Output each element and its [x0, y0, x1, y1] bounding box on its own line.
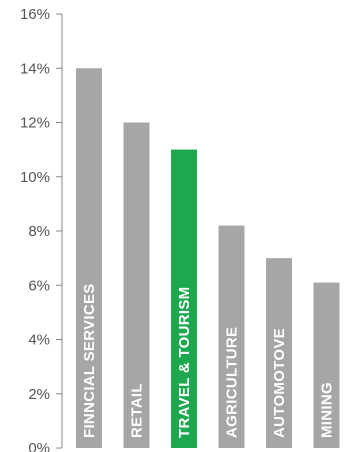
y-tick-label: 4%	[28, 332, 50, 349]
bar-labels-group: FINNCIAL SERVICES RETAIL TRAVEL & TOURISM A…	[81, 283, 336, 438]
y-tick-label: 0%	[28, 440, 50, 452]
bars-group	[76, 68, 340, 448]
bar	[171, 149, 197, 448]
bar-category-label: TRAVEL & TOURISM	[176, 287, 193, 438]
y-tick-label: 10%	[20, 169, 50, 186]
y-tick-label: 16%	[20, 6, 50, 23]
bar	[218, 225, 245, 448]
y-tick-label: 2%	[28, 386, 50, 403]
y-tick-label: 8%	[28, 223, 50, 240]
y-tick-label: 14%	[20, 60, 50, 77]
bar-category-label: MINING	[319, 382, 336, 438]
bar-category-label: AGRICULTURE	[224, 327, 241, 438]
bar	[76, 68, 102, 448]
y-axis: 0% 2% 4% 6% 8% 10% 12% 14% 16%	[20, 6, 63, 452]
y-tick-label: 12%	[20, 115, 50, 132]
bar-category-label: FINNCIAL SERVICES	[81, 283, 98, 438]
bar	[266, 258, 292, 448]
bar	[123, 122, 150, 448]
bar-category-label: RETAIL	[129, 383, 146, 438]
bar	[313, 282, 340, 448]
bar-category-label: AUTOMOTOVE	[271, 328, 288, 438]
y-tick-label: 6%	[28, 277, 50, 294]
